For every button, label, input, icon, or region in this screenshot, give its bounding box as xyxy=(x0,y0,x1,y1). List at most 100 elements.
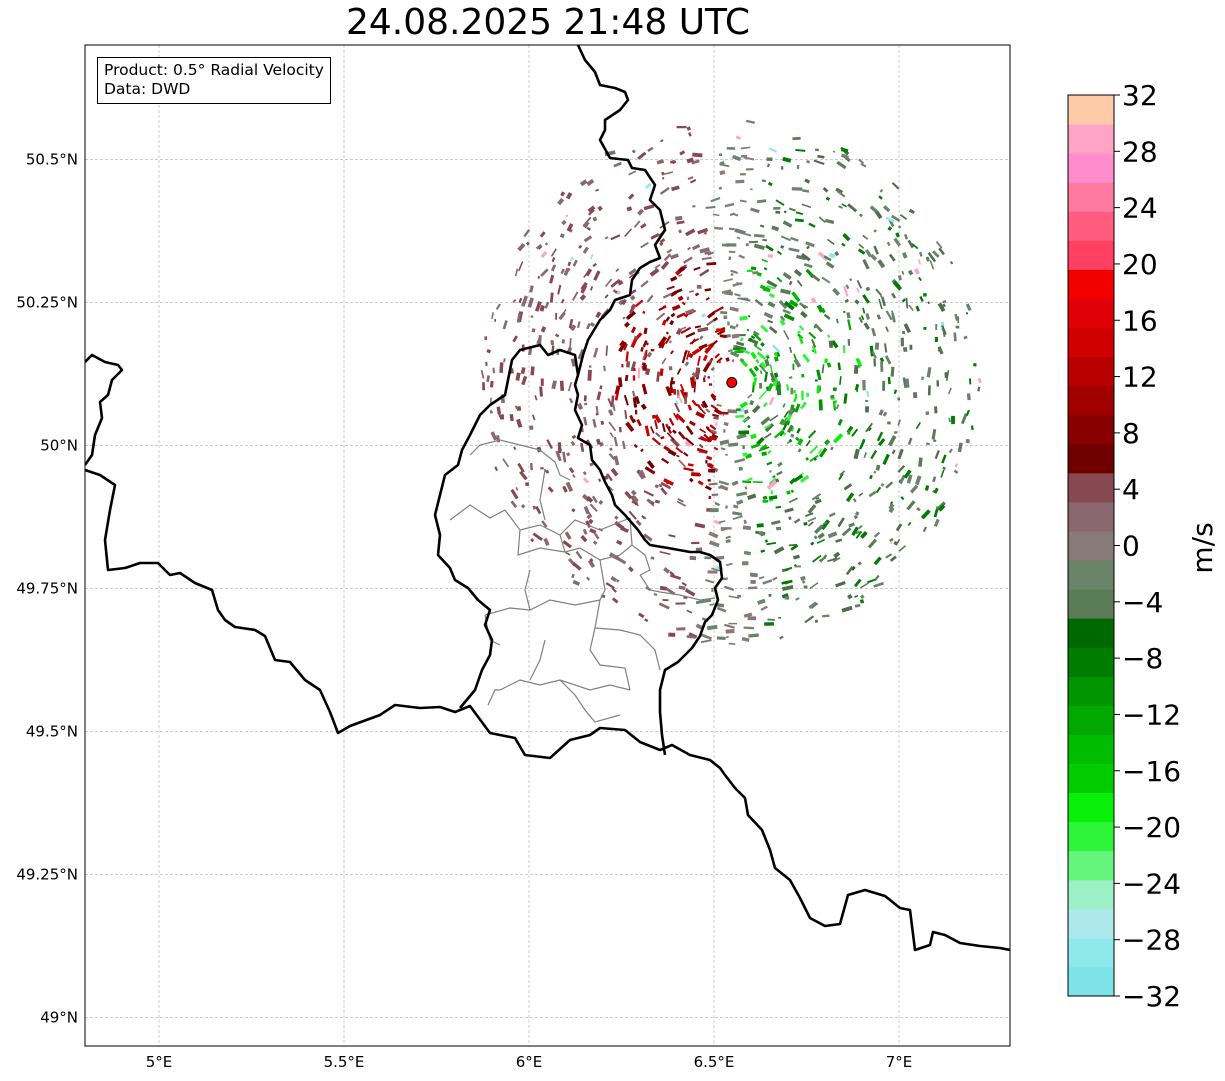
radar-echo xyxy=(709,540,720,548)
radar-echo xyxy=(880,361,884,372)
radar-echo xyxy=(825,261,835,269)
radar-echo xyxy=(748,586,758,590)
radar-echo xyxy=(697,472,702,477)
radar-echo xyxy=(565,481,574,492)
radar-echo xyxy=(530,538,535,543)
radar-echo xyxy=(776,250,782,256)
radar-echo xyxy=(480,369,485,379)
radar-echo xyxy=(509,413,514,422)
radar-echo xyxy=(668,417,675,426)
radar-echo xyxy=(758,390,767,400)
radar-echo xyxy=(531,414,536,421)
radar-echo xyxy=(837,418,843,426)
radar-echo xyxy=(595,188,599,192)
radar-echo xyxy=(759,444,768,451)
radar-echo xyxy=(963,335,968,340)
radar-echo xyxy=(897,419,901,426)
radar-echo xyxy=(537,275,541,279)
radar-echo xyxy=(701,256,712,261)
radar-echo xyxy=(867,578,877,584)
radar-echo xyxy=(708,531,719,539)
radar-echo xyxy=(710,196,721,203)
radar-echo xyxy=(687,463,694,467)
radar-echo xyxy=(918,276,922,282)
radar-echo xyxy=(923,326,927,330)
radar-echo xyxy=(624,409,628,420)
latitude-labels: 50.5°N 50.25°N 50°N 49.75°N 49.5°N 49.25°N 49°… xyxy=(16,150,78,1026)
radar-echo xyxy=(646,460,655,469)
radar-echo xyxy=(718,486,722,489)
radar-echo xyxy=(941,325,947,335)
radar-echo xyxy=(766,157,773,161)
radar-echo xyxy=(589,558,594,563)
radar-echo xyxy=(809,454,819,463)
radar-echo xyxy=(559,380,565,391)
radar-echo xyxy=(626,206,633,212)
radar-echo xyxy=(529,285,534,293)
radar-echo xyxy=(908,304,914,312)
radar-echo xyxy=(707,462,714,469)
radar-echo xyxy=(763,267,768,271)
radar-echo xyxy=(779,418,785,426)
radar-echo xyxy=(588,365,592,368)
radar-echo xyxy=(824,218,835,225)
radar-echo xyxy=(875,486,882,494)
radar-echo xyxy=(607,409,614,416)
radar-echo xyxy=(752,271,759,275)
radar-echo xyxy=(758,531,763,535)
radar-echo xyxy=(640,448,644,453)
radar-echo xyxy=(489,410,493,414)
radar-echo xyxy=(767,618,775,621)
radar-echo xyxy=(667,425,672,430)
radar-echo xyxy=(635,299,644,308)
radar-echo xyxy=(677,394,683,404)
radar-echo xyxy=(687,404,692,411)
radar-echo xyxy=(640,346,644,352)
radar-echo xyxy=(598,478,602,483)
radar-echo xyxy=(635,396,641,405)
radar-echo xyxy=(800,310,808,319)
radar-echo xyxy=(610,395,615,406)
radar-echo xyxy=(705,455,713,461)
radar-echo xyxy=(735,415,745,418)
radar-echo xyxy=(659,241,664,247)
radar-echo xyxy=(816,369,822,381)
radar-echo xyxy=(893,389,898,395)
radar-echo xyxy=(778,299,788,310)
colorbar-segment xyxy=(1068,908,1114,939)
radar-echo xyxy=(860,594,865,600)
radar-echo xyxy=(559,233,565,239)
radar-echo xyxy=(742,525,752,531)
radar-echo xyxy=(646,498,653,504)
radar-echo xyxy=(669,290,677,297)
radar-echo xyxy=(860,582,869,589)
colorbar-segment xyxy=(1068,850,1114,881)
radar-echo xyxy=(758,364,768,374)
radar-echo xyxy=(725,539,731,544)
radar-echo xyxy=(585,268,593,277)
radar-echo xyxy=(628,510,637,520)
radar-echo xyxy=(658,306,665,312)
radar-echo xyxy=(897,397,901,401)
radar-echo xyxy=(629,414,634,421)
radar-echo xyxy=(843,286,849,297)
radar-echo xyxy=(619,340,625,346)
radar-echo xyxy=(845,284,850,290)
radar-echo xyxy=(622,440,626,450)
radar-echo xyxy=(781,579,793,585)
radar-echo xyxy=(941,454,947,464)
radar-echo xyxy=(614,515,619,520)
radar-echo xyxy=(762,402,768,408)
radar-echo xyxy=(765,354,770,359)
radar-echo xyxy=(901,298,907,303)
radar-echo xyxy=(562,485,568,493)
radar-echo xyxy=(669,381,673,389)
radar-echo xyxy=(560,191,566,197)
radar-echo xyxy=(491,312,494,320)
radar-echo xyxy=(525,482,530,487)
radar-echo xyxy=(725,357,730,362)
radar-echo xyxy=(739,199,747,203)
radar-echo xyxy=(835,581,846,588)
radar-echo xyxy=(827,557,838,563)
radar-echo xyxy=(819,554,828,563)
